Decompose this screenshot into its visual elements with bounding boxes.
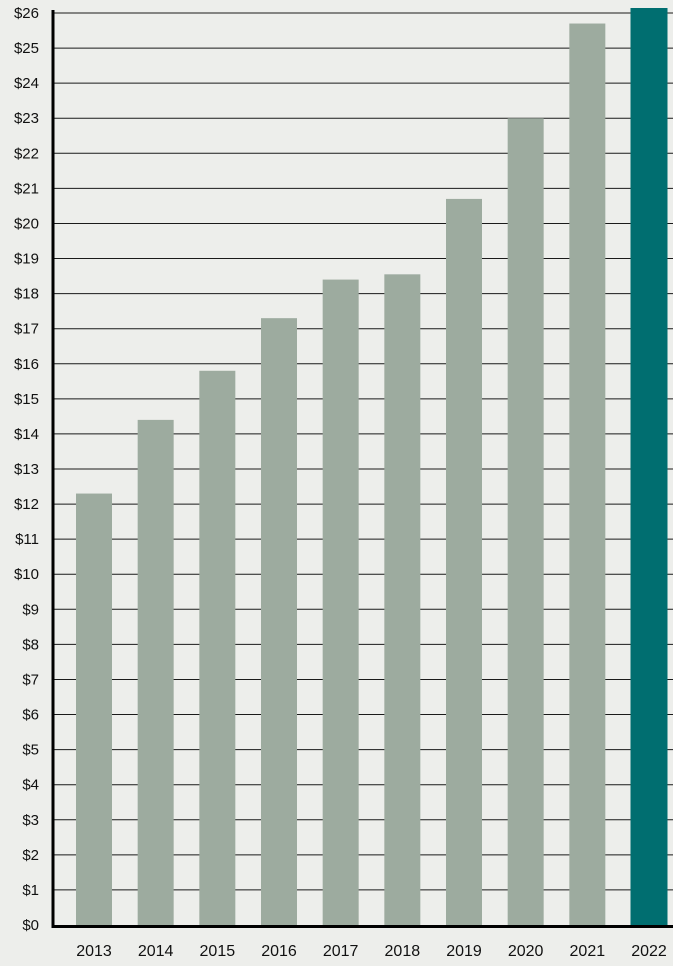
x-tick-label: 2018 <box>385 943 421 960</box>
x-tick-label: 2019 <box>446 943 482 960</box>
y-tick-label: $21 <box>14 180 39 197</box>
y-tick-label: $9 <box>22 601 39 618</box>
y-tick-label: $16 <box>14 356 39 373</box>
y-tick-label: $17 <box>14 321 39 338</box>
x-tick-label: 2020 <box>508 943 544 960</box>
y-tick-label: $3 <box>22 812 39 829</box>
y-tick-label: $10 <box>14 566 39 583</box>
x-tick-label: 2015 <box>200 943 236 960</box>
x-tick-label: 2022 <box>631 943 667 960</box>
y-tick-label: $2 <box>22 847 39 864</box>
y-tick-labels: $0 $1 $2 $3 $4 $5 $6 $7 $8 $9 $10 $11 $12 $13 $14 $15 $1… <box>14 5 39 934</box>
y-tick-label: $25 <box>14 40 39 57</box>
y-tick-label: $22 <box>14 145 39 162</box>
x-tick-labels: 2013 2014 2015 2016 2017 2018 2019 2020 2021 2022 <box>76 943 667 960</box>
bar-2020 <box>507 118 544 925</box>
y-tick-label: $18 <box>14 286 39 303</box>
x-tick-label: 2021 <box>570 943 606 960</box>
bar-2021 <box>569 23 606 926</box>
y-tick-label: $12 <box>14 496 39 513</box>
y-tick-label: $14 <box>14 426 39 443</box>
bar-2019 <box>446 198 482 925</box>
bar-2016 <box>261 318 297 926</box>
y-tick-label: $8 <box>22 636 39 653</box>
bar-2013 <box>76 493 112 925</box>
y-tick-label: $20 <box>14 215 39 232</box>
y-tick-label: $6 <box>22 707 39 724</box>
x-tick-label: 2013 <box>76 943 112 960</box>
y-tick-label: $15 <box>14 391 39 408</box>
bars <box>76 8 668 926</box>
y-tick-label: $26 <box>14 5 39 22</box>
x-tick-label: 2014 <box>138 943 174 960</box>
axes <box>51 10 673 928</box>
y-tick-label: $1 <box>22 882 39 899</box>
bar-2015 <box>199 370 236 925</box>
y-tick-label: $11 <box>15 531 39 548</box>
y-tick-label: $23 <box>14 110 39 127</box>
x-tick-label: 2017 <box>323 943 359 960</box>
bar-2017 <box>322 279 359 926</box>
y-tick-label: $5 <box>22 742 39 759</box>
y-tick-label: $0 <box>22 917 39 934</box>
y-tick-label: $13 <box>14 461 39 478</box>
y-tick-label: $7 <box>22 671 39 688</box>
bar-2022 <box>630 8 668 925</box>
y-tick-label: $4 <box>22 777 39 794</box>
bar-2018 <box>384 274 421 925</box>
x-tick-label: 2016 <box>261 943 297 960</box>
bar-2014 <box>137 419 174 925</box>
y-tick-label: $19 <box>14 251 39 268</box>
y-tick-label: $24 <box>14 75 39 92</box>
